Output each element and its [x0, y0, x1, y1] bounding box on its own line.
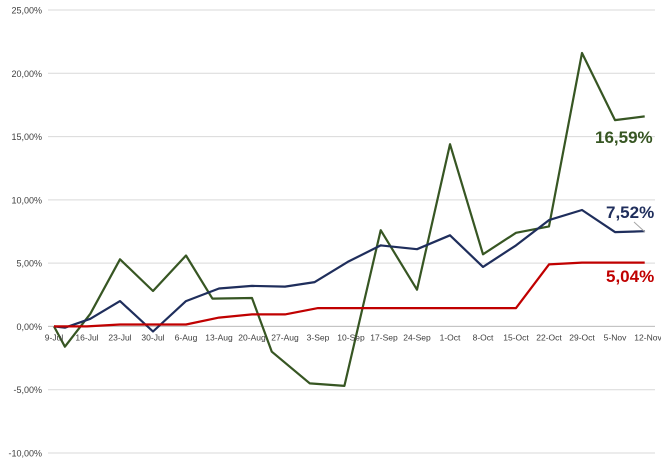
series-line [53, 208, 645, 333]
x-tick-label: 20-Aug [238, 332, 266, 342]
x-tick-label: 24-Sep [403, 332, 431, 342]
x-tick-label: 10-Sep [337, 332, 365, 342]
y-tick-label: 5,00% [16, 259, 42, 269]
series-end-label: 7,52% [606, 203, 654, 222]
x-tick-label: 23-Jul [108, 332, 131, 342]
series-line [53, 51, 645, 387]
x-tick-label: 12-Nov [634, 332, 661, 342]
y-tick-label: -10,00% [8, 449, 42, 459]
y-tick-label: 15,00% [11, 132, 42, 142]
y-tick-label: 20,00% [11, 69, 42, 79]
series-line [54, 261, 645, 328]
y-tick-label: 0,00% [16, 322, 42, 332]
x-tick-label: 6-Aug [175, 332, 198, 342]
label-leader-line [633, 221, 646, 233]
x-tick-label: 15-Oct [503, 332, 529, 342]
x-tick-label: 9-Jul [45, 332, 64, 342]
x-tick-label: 22-Oct [536, 332, 562, 342]
x-tick-label: 3-Sep [307, 332, 330, 342]
series-end-label: 5,04% [606, 267, 654, 286]
x-tick-label: 1-Oct [440, 332, 461, 342]
x-tick-label: 13-Aug [205, 332, 233, 342]
x-tick-label: 8-Oct [473, 332, 494, 342]
x-tick-label: 30-Jul [141, 332, 164, 342]
x-tick-label: 17-Sep [370, 332, 398, 342]
y-axis-ticks: 25,00% 20,00% 15,00% 10,00% 5,00% 0,00% -5,00%… [8, 6, 42, 459]
y-tick-label: 10,00% [11, 195, 42, 205]
x-tick-label: 29-Oct [569, 332, 595, 342]
x-tick-label: 16-Jul [75, 332, 98, 342]
series-lines [53, 51, 645, 387]
grid [48, 9, 655, 454]
x-tick-label: 27-Aug [271, 332, 299, 342]
end-labels: 16,59% 7,52% 5,04% [595, 128, 654, 286]
x-tick-label: 5-Nov [604, 332, 627, 342]
x-axis-ticks: 9-Jul 16-Jul 23-Jul 30-Jul 6-Aug 13-Aug 20-Aug… [45, 332, 661, 342]
y-tick-label: -5,00% [13, 385, 42, 395]
y-tick-label: 25,00% [11, 6, 42, 16]
series-end-label: 16,59% [595, 128, 653, 147]
